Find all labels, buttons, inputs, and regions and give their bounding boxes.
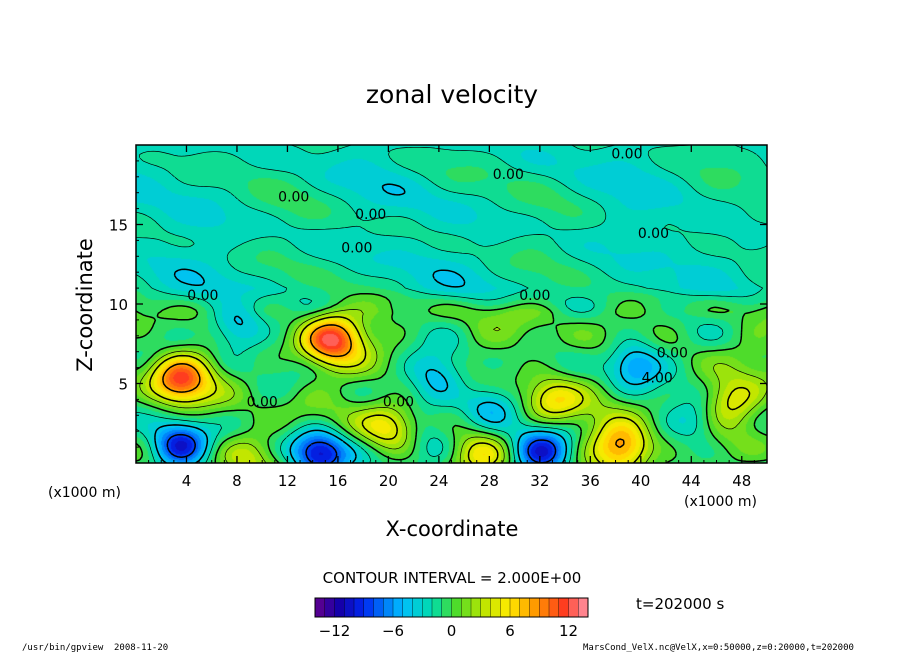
colorbar-swatch bbox=[529, 598, 540, 617]
contour-line bbox=[162, 324, 625, 449]
plot-area: 0.00 0.00 0.00 0.00 0.00 0.00 0.00 0.00 0.00 0.00… bbox=[109, 144, 768, 490]
contour-label: 0.00 bbox=[278, 189, 309, 205]
time-stamp: t=202000 s bbox=[636, 595, 724, 613]
contour-label: 0.00 bbox=[638, 226, 669, 242]
contour-label: 0.00 bbox=[383, 395, 414, 411]
colorbar-swatch bbox=[363, 598, 374, 617]
x-tick-label: 12 bbox=[278, 472, 297, 490]
contour-label: 0.00 bbox=[519, 288, 550, 304]
x-tick-label: 24 bbox=[429, 472, 448, 490]
colorbar-swatch bbox=[480, 598, 491, 617]
contour-line bbox=[139, 309, 767, 463]
x-tick-label: 36 bbox=[581, 472, 600, 490]
colorbar-swatch bbox=[402, 598, 413, 617]
y-tick-label: 15 bbox=[109, 217, 128, 235]
colorbar-swatch bbox=[539, 598, 550, 617]
contour-label: 0.00 bbox=[657, 345, 688, 361]
x-tick-label: 4 bbox=[182, 472, 192, 490]
y-axis-label: Z-coordinate bbox=[73, 238, 97, 372]
colorbar-swatch bbox=[558, 598, 569, 617]
y-tick-label: 5 bbox=[118, 376, 128, 394]
footer-date: 2008-11-20 bbox=[114, 643, 168, 653]
x-tick-label: 48 bbox=[732, 472, 751, 490]
footer-source: MarsCond_VelX.nc@VelX,x=0:50000,z=0:2000… bbox=[583, 643, 854, 653]
colorbar-swatch bbox=[471, 598, 482, 617]
colorbar-swatch bbox=[354, 598, 365, 617]
footer-program: /usr/bin/gpview bbox=[22, 643, 104, 653]
colorbar-frame bbox=[314, 597, 589, 618]
contour-label: 0.00 bbox=[187, 288, 218, 304]
contour-line bbox=[136, 145, 767, 463]
x-tick-label: 8 bbox=[232, 472, 242, 490]
colorbar-tick-label: −12 bbox=[319, 622, 351, 640]
x-axis-label: X-coordinate bbox=[386, 517, 519, 541]
contour-line bbox=[166, 433, 557, 463]
x-axis: 4 8 12 16 20 24 28 32 36 40 44 48 bbox=[148, 145, 755, 490]
colorbar-swatch bbox=[412, 598, 423, 617]
colorbar-swatch bbox=[441, 598, 452, 617]
y-axis: 5 10 15 bbox=[109, 160, 767, 448]
x-unit-left: (x1000 m) bbox=[48, 485, 121, 501]
contour-lines bbox=[136, 145, 767, 463]
colorbar-swatch bbox=[510, 598, 521, 617]
colorbar-swatch bbox=[461, 598, 472, 617]
x-tick-label: 32 bbox=[530, 472, 549, 490]
colorbar-swatch bbox=[490, 598, 501, 617]
x-tick-label: 20 bbox=[379, 472, 398, 490]
colorbar-swatch bbox=[315, 598, 326, 617]
contour-label: 0.00 bbox=[611, 147, 642, 163]
y-tick-label: 10 bbox=[109, 296, 128, 314]
x-unit-right: (x1000 m) bbox=[684, 494, 757, 510]
colorbar-tick-label: 0 bbox=[447, 622, 457, 640]
x-tick-label: 28 bbox=[480, 472, 499, 490]
colorbar-swatch bbox=[519, 598, 530, 617]
colorbar-swatch bbox=[500, 598, 511, 617]
colorbar-swatch bbox=[422, 598, 433, 617]
contour-label: 4.00 bbox=[642, 371, 673, 387]
x-tick-label: 40 bbox=[631, 472, 650, 490]
contour-label: 0.00 bbox=[341, 240, 372, 256]
chart-title: zonal velocity bbox=[366, 80, 538, 109]
colorbar-tick-label: −6 bbox=[382, 622, 404, 640]
contour-label: 0.00 bbox=[493, 167, 524, 183]
contour-line bbox=[136, 292, 767, 463]
x-tick-label: 44 bbox=[682, 472, 701, 490]
colorbar-swatch bbox=[432, 598, 443, 617]
colorbar-swatch bbox=[451, 598, 462, 617]
colorbar-swatch bbox=[324, 598, 335, 617]
contour-label: 0.00 bbox=[247, 395, 278, 411]
colorbar-swatch bbox=[334, 598, 345, 617]
colorbar-swatch bbox=[393, 598, 404, 617]
contour-labels: 0.00 0.00 0.00 0.00 0.00 0.00 0.00 0.00 0.00 0.00… bbox=[187, 147, 688, 411]
colorbar-swatch bbox=[383, 598, 394, 617]
colorbar-tick-label: 12 bbox=[559, 622, 578, 640]
colorbar-swatch bbox=[373, 598, 384, 617]
contour-line bbox=[154, 183, 662, 463]
contour-label: 0.00 bbox=[355, 207, 386, 223]
contour-line bbox=[149, 316, 751, 463]
colorbar-swatch bbox=[568, 598, 579, 617]
contour-interval: CONTOUR INTERVAL = 2.000E+00 bbox=[323, 569, 582, 587]
colorbar-swatch bbox=[549, 598, 560, 617]
colorbar: −12 −6 0 6 12 bbox=[314, 597, 589, 640]
colorbar-tick-label: 6 bbox=[505, 622, 515, 640]
x-tick-label: 16 bbox=[328, 472, 347, 490]
colorbar-swatch bbox=[344, 598, 355, 617]
colorbar-swatch bbox=[578, 598, 589, 617]
